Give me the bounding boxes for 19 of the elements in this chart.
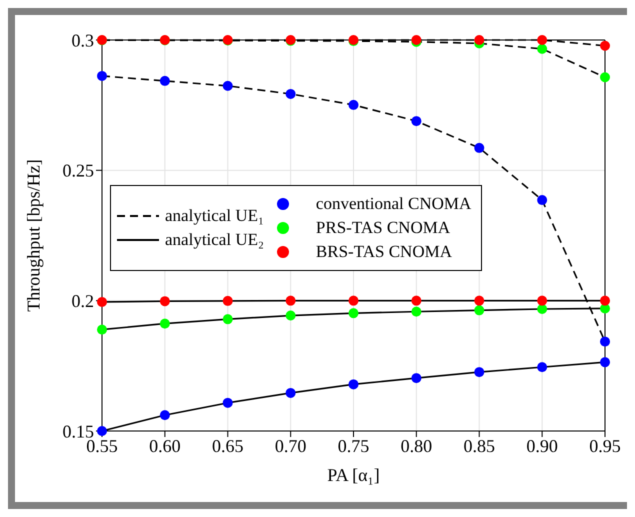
- legend-label: analytical UE₂: [165, 230, 264, 250]
- legend-label: conventional CNOMA: [316, 194, 472, 214]
- x-tick-label: 0.65: [212, 436, 244, 456]
- y-tick-label: 0.25: [62, 160, 94, 181]
- y-tick-label: 0.2: [72, 291, 94, 312]
- x-tick-label: 0.60: [149, 436, 181, 456]
- legend-label: PRS-TAS CNOMA: [316, 218, 450, 238]
- x-axis-title: PA [α₁]: [327, 465, 380, 485]
- x-tick-label: 0.70: [274, 436, 306, 456]
- x-tick-label: 0.90: [526, 436, 558, 456]
- y-tick-label: 0.15: [62, 421, 94, 442]
- x-tick-label: 0.85: [464, 436, 495, 456]
- x-tick-label: 0.80: [400, 436, 432, 456]
- legend-label: analytical UE₁: [165, 206, 264, 226]
- y-tick-label: 0.3: [72, 30, 94, 50]
- x-tick-label: 0.95: [589, 436, 621, 456]
- y-axis-title: Throughput [bps/Hz]: [23, 159, 44, 312]
- legend-label: BRS-TAS CNOMA: [316, 242, 452, 262]
- x-tick-label: 0.75: [338, 436, 370, 456]
